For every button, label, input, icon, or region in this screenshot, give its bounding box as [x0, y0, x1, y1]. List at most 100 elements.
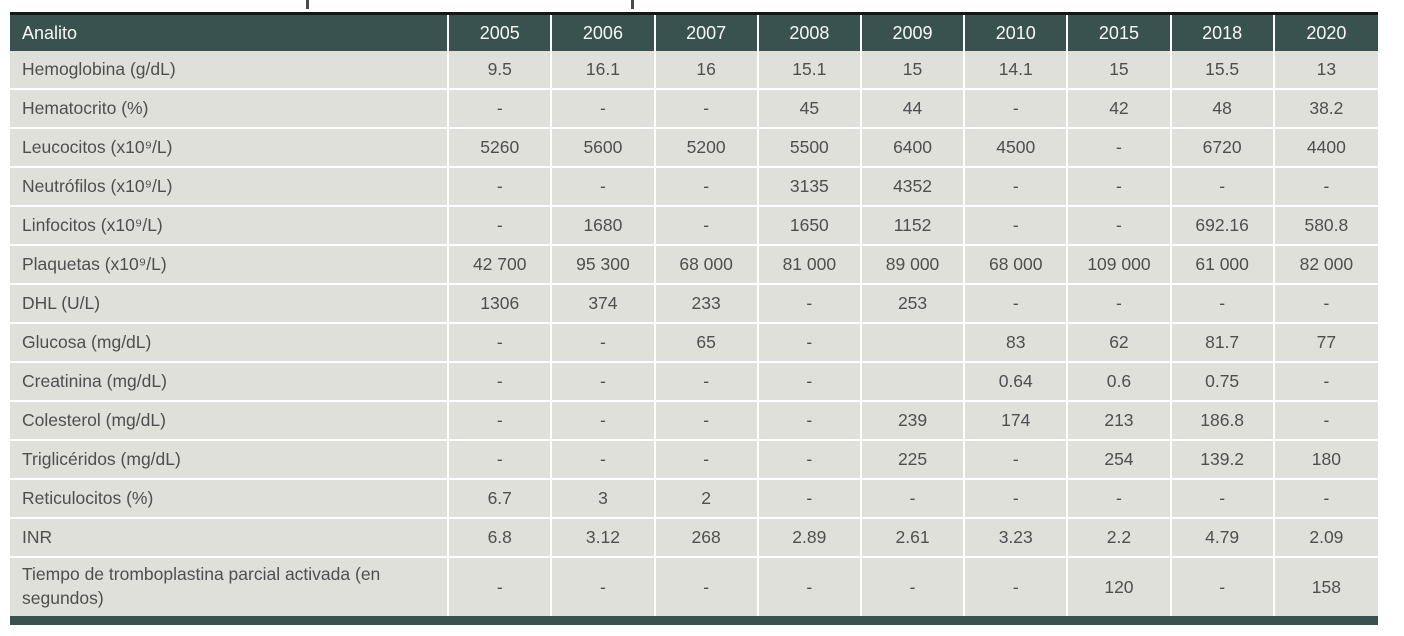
table-row: INR 6.8 3.12 268 2.89 2.61 3.23 2.2 4.79 2.09 — [10, 519, 1378, 558]
table-row: DHL (U/L) 1306 374 233-253- - - - — [10, 285, 1378, 324]
value-cell: - — [449, 207, 553, 246]
value-cell: - — [965, 207, 1069, 246]
table-header-row: Analito 2005 2006 2007 2008 2009 2010 2015 2018 2… — [10, 15, 1378, 51]
value-cell: - — [552, 324, 656, 363]
value-cell: - — [1171, 168, 1275, 207]
value-cell: 2.09 — [1274, 519, 1378, 558]
value-cell: 225 — [861, 441, 966, 480]
value-cell: 48 — [1171, 90, 1275, 129]
table-row: Linfocitos (x10⁹/L) -1680-1650 1152- -692.1… — [10, 207, 1378, 246]
value-cell: - — [449, 90, 553, 129]
value-cell: 2 — [655, 480, 759, 519]
value-cell: 239 — [861, 402, 966, 441]
value-cell: 89 000 — [861, 246, 966, 285]
value-cell: 186.8 — [1171, 402, 1275, 441]
value-cell: 0.75 — [1171, 363, 1275, 402]
value-cell: - — [861, 558, 966, 616]
value-cell: - — [965, 168, 1069, 207]
value-cell: 42 — [1068, 90, 1172, 129]
value-cell: 62 — [1068, 324, 1172, 363]
lab-results-table-wrap: Analito 2005 2006 2007 2008 2009 2010 2015 2018 2… — [10, 12, 1378, 625]
row-label: Leucocitos (x10⁹/L) — [10, 129, 450, 168]
value-cell — [861, 324, 966, 363]
value-cell: 15 — [861, 51, 966, 90]
row-label: Plaquetas (x10⁹/L) — [10, 246, 450, 285]
value-cell: 0.64 — [965, 363, 1069, 402]
value-cell: - — [655, 90, 759, 129]
value-cell: 2.2 — [1068, 519, 1172, 558]
value-cell: 68 000 — [655, 246, 759, 285]
row-label: Hemoglobina (g/dL) — [10, 51, 450, 90]
value-cell: 68 000 — [965, 246, 1069, 285]
value-cell: - — [758, 558, 862, 616]
value-cell: 61 000 — [1171, 246, 1275, 285]
row-label: INR — [10, 519, 450, 558]
column-header-year: 2005 — [449, 15, 553, 51]
value-cell: - — [655, 441, 759, 480]
value-cell: 16 — [655, 51, 759, 90]
value-cell: 253 — [861, 285, 966, 324]
cropped-caption-mark — [631, 0, 634, 9]
column-header-year: 2015 — [1068, 15, 1172, 51]
value-cell: 5200 — [655, 129, 759, 168]
value-cell: 120 — [1068, 558, 1172, 616]
row-label: Triglicéridos (mg/dL) — [10, 441, 450, 480]
value-cell: - — [449, 324, 553, 363]
value-cell: 45 — [758, 90, 862, 129]
value-cell: - — [965, 441, 1069, 480]
value-cell: 6400 — [861, 129, 966, 168]
value-cell: - — [655, 402, 759, 441]
value-cell: - — [965, 90, 1069, 129]
value-cell: - — [1274, 285, 1378, 324]
row-label: DHL (U/L) — [10, 285, 450, 324]
value-cell: 1680 — [552, 207, 656, 246]
value-cell: - — [449, 558, 553, 616]
value-cell: 9.5 — [449, 51, 553, 90]
value-cell — [861, 363, 966, 402]
value-cell: 3 — [552, 480, 656, 519]
row-label: Reticulocitos (%) — [10, 480, 450, 519]
value-cell: - — [1068, 285, 1172, 324]
value-cell: - — [1068, 207, 1172, 246]
value-cell: 3135 — [758, 168, 862, 207]
column-header-year: 2007 — [655, 15, 759, 51]
value-cell: 81.7 — [1171, 324, 1275, 363]
value-cell: 81 000 — [758, 246, 862, 285]
value-cell: - — [965, 558, 1069, 616]
value-cell: 109 000 — [1068, 246, 1172, 285]
value-cell: - — [758, 480, 862, 519]
value-cell: - — [758, 285, 862, 324]
value-cell: 83 — [965, 324, 1069, 363]
value-cell: 180 — [1274, 441, 1378, 480]
value-cell: 15.5 — [1171, 51, 1275, 90]
value-cell: - — [1068, 168, 1172, 207]
value-cell: 0.6 — [1068, 363, 1172, 402]
value-cell: 42 700 — [449, 246, 553, 285]
table-row: Reticulocitos (%) 6.7 3 2- - - - - - — [10, 480, 1378, 519]
value-cell: - — [1068, 129, 1172, 168]
table-row: Hemoglobina (g/dL) 9.5 16.1 16 15.1 15 14.1 15 1… — [10, 51, 1378, 90]
value-cell: - — [1274, 168, 1378, 207]
table-row: Colesterol (mg/dL) - - - -239 174 213 186.8- — [10, 402, 1378, 441]
value-cell: - — [861, 480, 966, 519]
value-cell: 15 — [1068, 51, 1172, 90]
value-cell: - — [449, 441, 553, 480]
value-cell: 6.7 — [449, 480, 553, 519]
value-cell: 268 — [655, 519, 759, 558]
value-cell: - — [655, 168, 759, 207]
value-cell: 174 — [965, 402, 1069, 441]
column-header-year: 2006 — [552, 15, 656, 51]
value-cell: 4400 — [1274, 129, 1378, 168]
value-cell: 2.89 — [758, 519, 862, 558]
value-cell: 65 — [655, 324, 759, 363]
table-row: Tiempo de tromboplastina parcial activad… — [10, 558, 1378, 616]
table-row: Creatinina (mg/dL) - - - -0.64 0.6 0.75- — [10, 363, 1378, 402]
value-cell: 95 300 — [552, 246, 656, 285]
value-cell: 213 — [1068, 402, 1172, 441]
value-cell: - — [552, 441, 656, 480]
value-cell: - — [1274, 480, 1378, 519]
table-row: Glucosa (mg/dL) - -65-83 62 81.7 77 — [10, 324, 1378, 363]
column-header-year: 2020 — [1274, 15, 1378, 51]
table-row: Hematocrito (%) - - -45 44-42 48 38.2 — [10, 90, 1378, 129]
row-label: Linfocitos (x10⁹/L) — [10, 207, 450, 246]
